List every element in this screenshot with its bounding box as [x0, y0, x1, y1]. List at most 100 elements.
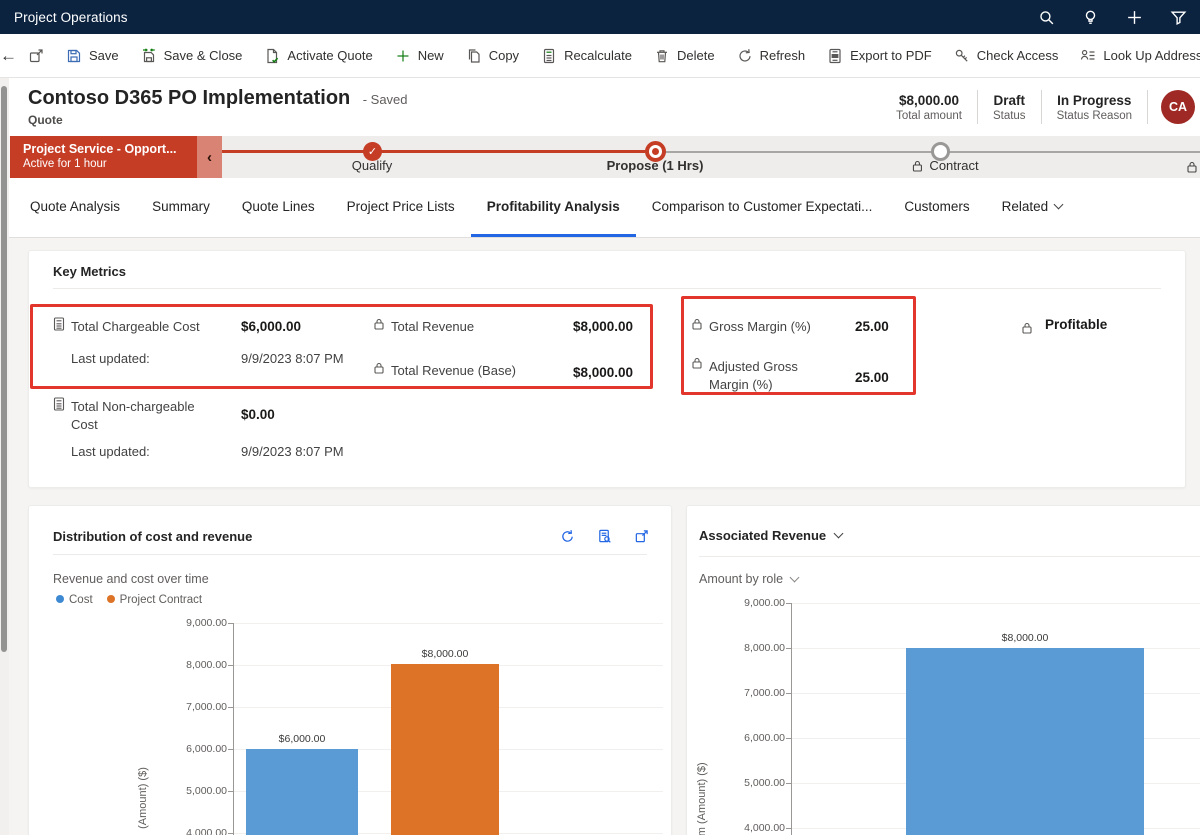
- vertical-scrollbar[interactable]: [0, 78, 9, 835]
- divider: [53, 554, 647, 555]
- refresh-icon[interactable]: [560, 529, 575, 544]
- form-tabs: Quote Analysis Summary Quote Lines Proje…: [0, 178, 1200, 238]
- delete-label: Delete: [677, 48, 715, 63]
- key-metrics-section: Key Metrics Total Chargeable Cost $6,000…: [28, 250, 1186, 488]
- legend-cost[interactable]: Cost: [56, 594, 93, 606]
- save-and-close-button[interactable]: Save & Close: [130, 34, 254, 78]
- project-contract-bar[interactable]: [391, 664, 499, 835]
- y-axis: [233, 623, 234, 835]
- gross-margin-value[interactable]: 25.00: [855, 319, 889, 334]
- save-state: - Saved: [363, 92, 408, 107]
- total-non-chargeable-cost-value[interactable]: $0.00: [241, 407, 275, 422]
- tab-customers[interactable]: Customers: [888, 178, 985, 237]
- save-button[interactable]: Save: [55, 34, 130, 78]
- check-icon: ✓: [368, 145, 377, 158]
- cost-bar[interactable]: [246, 749, 358, 835]
- avatar[interactable]: CA: [1161, 90, 1195, 124]
- popout-button[interactable]: [17, 34, 55, 78]
- save-label: Save: [89, 48, 119, 63]
- divider: [1041, 90, 1042, 124]
- lightbulb-icon[interactable]: [1068, 0, 1112, 34]
- search-icon[interactable]: [1024, 0, 1068, 34]
- recalculate-label: Recalculate: [564, 48, 632, 63]
- command-bar: ← Save Save & Close Activate Quote New C…: [0, 34, 1200, 78]
- lock-icon: [911, 160, 923, 172]
- tab-comparison-to-customer-expectations[interactable]: Comparison to Customer Expectati...: [636, 178, 889, 237]
- tick-mark: [786, 738, 791, 739]
- back-button[interactable]: ←: [0, 34, 17, 78]
- view-records-icon[interactable]: [597, 529, 612, 544]
- scrollbar-thumb[interactable]: [1, 86, 7, 652]
- tick-mark: [786, 828, 791, 829]
- tab-profitability-analysis[interactable]: Profitability Analysis: [471, 178, 636, 237]
- expand-icon[interactable]: [634, 529, 649, 544]
- total-revenue-value[interactable]: $8,000.00: [573, 319, 633, 334]
- tab-summary[interactable]: Summary: [136, 178, 226, 237]
- total-chargeable-cost-value[interactable]: $6,000.00: [241, 319, 301, 334]
- y-tick-label: 6,000.00: [159, 743, 227, 755]
- bpf-remaining-line: [655, 151, 1200, 153]
- status-reason-label: Status Reason: [1057, 110, 1132, 122]
- check-access-button[interactable]: Check Access: [943, 34, 1070, 78]
- y-tick-label: 4,000.00: [159, 827, 227, 835]
- recalculate-button[interactable]: Recalculate: [530, 34, 643, 78]
- record-header: Contoso D365 PO Implementation - Saved Q…: [0, 78, 1200, 136]
- y-tick-label: 5,000.00: [717, 777, 785, 789]
- y-tick-label: 8,000.00: [717, 642, 785, 654]
- legend-project-contract[interactable]: Project Contract: [107, 594, 202, 606]
- export-to-pdf-button[interactable]: Export to PDF: [816, 34, 943, 78]
- app-title: Project Operations: [14, 10, 128, 25]
- stage-contract-label[interactable]: Contract: [911, 158, 978, 173]
- distribution-chart-card: Distribution of cost and revenue Revenue…: [28, 505, 672, 835]
- y-tick-label: 5,000.00: [159, 785, 227, 797]
- tab-quote-lines[interactable]: Quote Lines: [226, 178, 331, 237]
- chart-subtitle: Revenue and cost over time: [53, 572, 209, 586]
- filter-icon[interactable]: [1156, 0, 1200, 34]
- tick-mark: [228, 623, 233, 624]
- status-value: Draft: [993, 93, 1026, 108]
- y-axis-title: (Amount) ($): [137, 767, 149, 829]
- new-label: New: [418, 48, 444, 63]
- tick-mark: [786, 603, 791, 604]
- tick-mark: [786, 693, 791, 694]
- stage-propose-dot[interactable]: [645, 141, 666, 162]
- divider: [53, 288, 1161, 289]
- tab-project-price-lists[interactable]: Project Price Lists: [331, 178, 471, 237]
- tick-mark: [786, 783, 791, 784]
- tab-related[interactable]: Related: [986, 178, 1079, 237]
- tick-mark: [786, 648, 791, 649]
- recalculate-icon: [541, 48, 557, 64]
- project-contract-bar-label: $8,000.00: [391, 648, 499, 660]
- delete-button[interactable]: Delete: [643, 34, 726, 78]
- lock-icon: [373, 318, 385, 330]
- divider: [1147, 90, 1148, 124]
- associated-revenue-title[interactable]: Associated Revenue: [699, 528, 842, 543]
- refresh-label: Refresh: [760, 48, 806, 63]
- export-pdf-icon: [827, 48, 843, 64]
- lock-icon: [691, 318, 703, 330]
- project-operations-window: Project Operations ← Save Save & Close: [0, 0, 1200, 835]
- view-selector[interactable]: Amount by role: [699, 572, 798, 586]
- tick-mark: [228, 707, 233, 708]
- look-up-address-button[interactable]: Look Up Address: [1069, 34, 1200, 78]
- amount-bar[interactable]: [906, 648, 1144, 835]
- stage-contract-dot[interactable]: [931, 142, 950, 161]
- add-icon[interactable]: [1112, 0, 1156, 34]
- bpf-process-badge[interactable]: Project Service - Opport... Active for 1…: [10, 136, 197, 178]
- adjusted-gross-margin-value[interactable]: 25.00: [855, 370, 889, 385]
- copy-button[interactable]: Copy: [455, 34, 530, 78]
- total-revenue-label: Total Revenue: [391, 319, 474, 334]
- y-tick-label: 7,000.00: [159, 701, 227, 713]
- activate-quote-button[interactable]: Activate Quote: [253, 34, 383, 78]
- tab-quote-analysis[interactable]: Quote Analysis: [14, 178, 136, 237]
- new-button[interactable]: New: [384, 34, 455, 78]
- bpf-collapse-button[interactable]: ‹: [197, 136, 222, 178]
- tick-mark: [228, 749, 233, 750]
- top-app-bar: Project Operations: [0, 0, 1200, 34]
- stage-qualify-dot[interactable]: ✓: [363, 142, 382, 161]
- refresh-icon: [737, 48, 753, 64]
- total-revenue-base-value[interactable]: $8,000.00: [573, 365, 633, 380]
- y-tick-label: 9,000.00: [717, 597, 785, 609]
- refresh-button[interactable]: Refresh: [726, 34, 817, 78]
- save-icon: [66, 48, 82, 64]
